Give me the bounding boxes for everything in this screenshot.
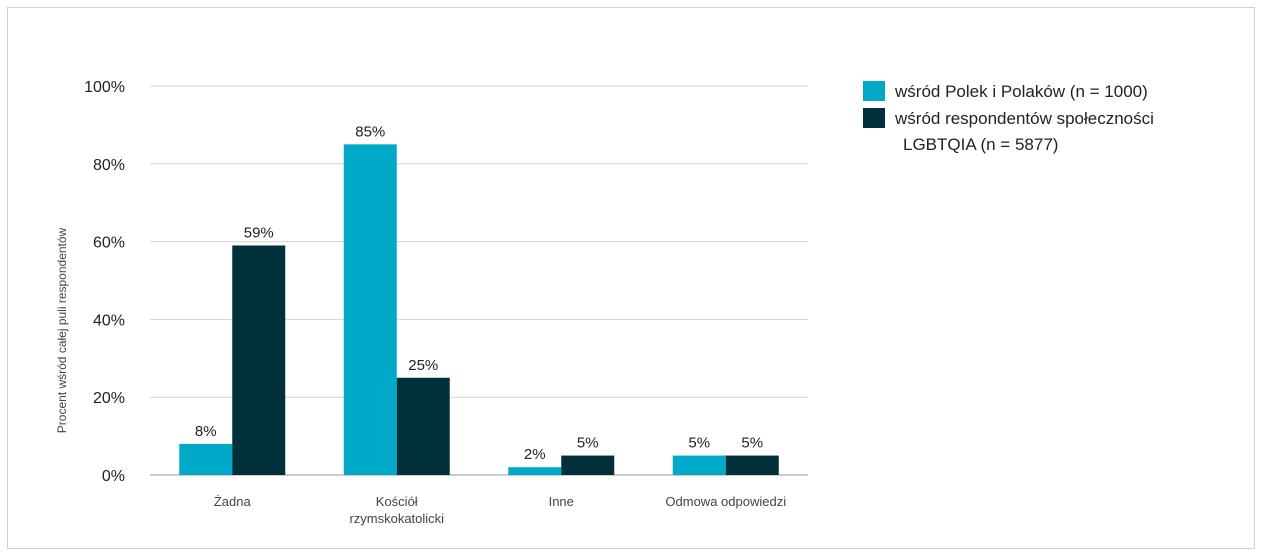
- bar-lgbtqia: [561, 455, 615, 475]
- legend-label: LGBTQIA (n = 5877): [903, 135, 1058, 154]
- bar-polek-polakow: [179, 443, 233, 475]
- y-tick-label: 40%: [93, 312, 125, 329]
- y-tick-label: 0%: [102, 468, 125, 485]
- bar-polek-polakow: [672, 455, 726, 475]
- y-tick-label: 20%: [93, 390, 125, 407]
- data-label: 2%: [524, 446, 546, 463]
- y-tick-label: 80%: [93, 157, 125, 174]
- bar-lgbtqia: [396, 377, 450, 475]
- legend-swatch: [863, 108, 885, 128]
- bar-lgbtqia: [725, 455, 779, 475]
- legend-label: wśród Polek i Polaków (n = 1000): [894, 82, 1148, 101]
- bar-lgbtqia: [232, 245, 286, 475]
- bar-polek-polakow: [343, 144, 397, 475]
- data-label: 85%: [355, 123, 385, 140]
- x-tick-label: Odmowa odpowiedzi: [665, 494, 786, 509]
- legend-swatch: [863, 81, 885, 101]
- data-label: 59%: [244, 224, 274, 241]
- data-label: 5%: [741, 435, 763, 452]
- data-label: 25%: [408, 357, 438, 374]
- legend-label: wśród respondentów społeczności: [894, 109, 1154, 128]
- y-tick-label: 60%: [93, 235, 125, 252]
- x-tick-label: Inne: [549, 494, 574, 509]
- x-tick-label: rzymskokatolicki: [349, 511, 444, 526]
- x-tick-label: Kościół: [376, 494, 418, 509]
- y-axis-title: Procent wśród całej puli respondentów: [55, 227, 69, 433]
- bar-polek-polakow: [508, 467, 562, 475]
- y-tick-label: 100%: [84, 79, 125, 96]
- data-label: 5%: [577, 435, 599, 452]
- data-label: 8%: [195, 423, 217, 440]
- data-label: 5%: [688, 435, 710, 452]
- x-tick-label: Żadna: [214, 494, 252, 509]
